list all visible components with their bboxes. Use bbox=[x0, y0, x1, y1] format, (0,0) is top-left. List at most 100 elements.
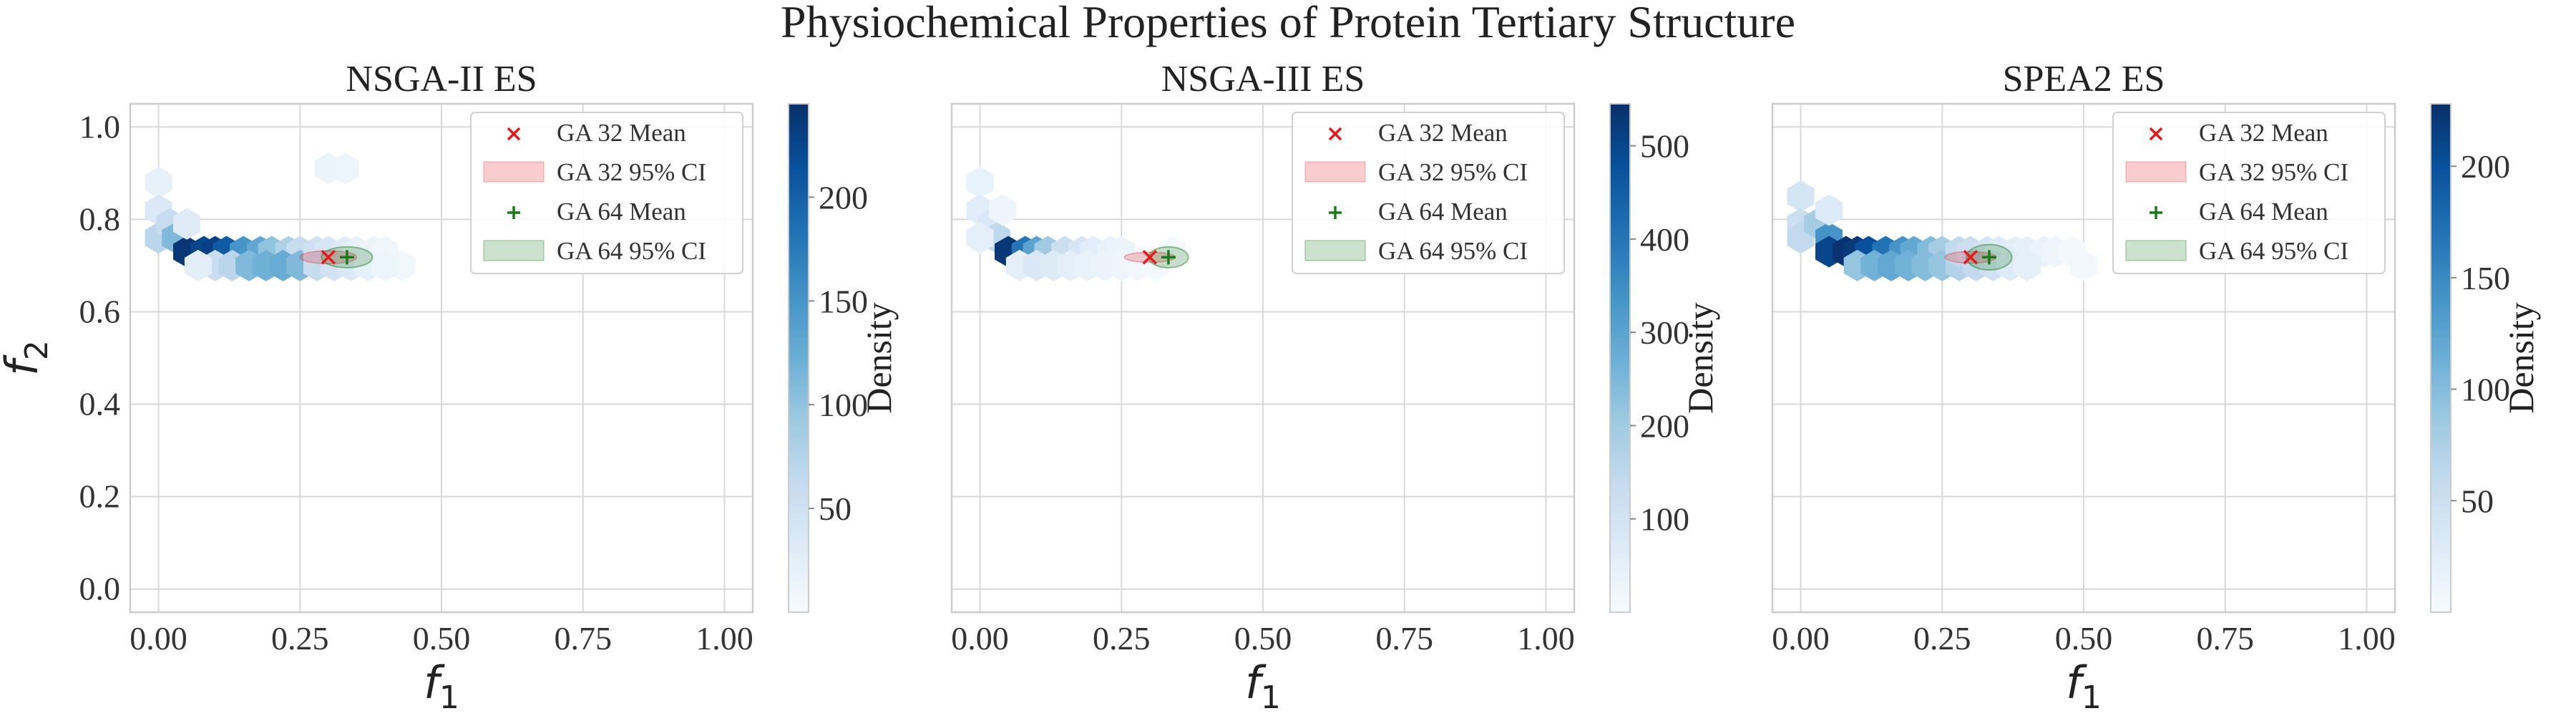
x-tick-label: 0.25 bbox=[1093, 620, 1151, 657]
colorbar-tick-label: 100 bbox=[1640, 501, 1689, 538]
hexbin-cell bbox=[371, 249, 399, 281]
axes-frame bbox=[129, 102, 754, 614]
legend-ga32-ci-symbol bbox=[2125, 161, 2187, 183]
legend: GA 32 Mean GA 32 95% CI GA 64 Mean GA 64 95… bbox=[1292, 112, 1565, 274]
x-stroke bbox=[1142, 250, 1158, 265]
y-tick-label: 0.2 bbox=[79, 478, 121, 515]
colorbar-tick-label: 100 bbox=[819, 387, 868, 423]
colorbar-label: Density bbox=[859, 302, 899, 414]
hexbin-cell bbox=[989, 194, 1017, 226]
axis-label-subscript: 1 bbox=[439, 679, 459, 716]
axes-frame bbox=[1771, 102, 2396, 614]
hexbin-cell bbox=[1158, 236, 1186, 268]
x-tick-label: 0.50 bbox=[2055, 620, 2113, 657]
legend: GA 32 Mean GA 32 95% CI GA 64 Mean GA 64 95… bbox=[2112, 112, 2386, 274]
hexbin-cell bbox=[1815, 194, 1843, 226]
legend-entry: GA 64 95% CI bbox=[557, 237, 706, 265]
colorbar-tick-label: 150 bbox=[819, 283, 868, 319]
panel-title: NSGA-III ES bbox=[1161, 59, 1365, 100]
panel-1: 0.00 0.25 0.50 0.75 1.00 0.0 0.2 0.4 0.6 0.8 1.0 NS… bbox=[0, 59, 899, 716]
colorbar: 50 100 150 200 Density bbox=[2430, 103, 2541, 613]
panel-title: SPEA2 ES bbox=[2003, 59, 2165, 100]
y-tick-label: 0.4 bbox=[79, 386, 121, 422]
colorbar-tick-label: 200 bbox=[819, 179, 868, 216]
hexbin-cell bbox=[2013, 249, 2041, 281]
colorbar-tick-label: 100 bbox=[2461, 372, 2510, 408]
x-stroke bbox=[507, 127, 521, 141]
colorbar-tick-label: 200 bbox=[2461, 148, 2510, 185]
x-tick-label: 1.00 bbox=[1517, 620, 1575, 657]
x-stroke bbox=[1328, 127, 1342, 141]
colorbar: 100 200 300 400 500 Density bbox=[1609, 103, 1720, 613]
hexbin-cell bbox=[2069, 249, 2098, 281]
legend-entry: GA 64 95% CI bbox=[1378, 237, 1528, 265]
colorbar-tick-label: 50 bbox=[2461, 483, 2494, 519]
legend-ga32-ci-symbol bbox=[1304, 161, 1366, 183]
colorbar-tick-label: 400 bbox=[1640, 221, 1689, 258]
legend-ga64-mean-symbol bbox=[507, 206, 520, 219]
x-stroke bbox=[2149, 127, 2163, 141]
legend-entry: GA 32 95% CI bbox=[1378, 158, 1528, 186]
legend-ga64-ci-symbol bbox=[1304, 240, 1366, 261]
x-stroke bbox=[321, 250, 336, 265]
axis-label-subscript: 1 bbox=[2082, 679, 2102, 716]
hexbin-layer bbox=[966, 166, 1186, 281]
x-tick-label: 0.00 bbox=[951, 620, 1009, 657]
colorbar: 50 100 150 200 Density bbox=[788, 103, 899, 613]
hexbin-cell bbox=[1787, 180, 1815, 213]
legend-ga32-ci-symbol bbox=[483, 161, 545, 183]
colorbar-label: Density bbox=[1680, 302, 1720, 414]
x-tick-label: 1.00 bbox=[2338, 620, 2396, 657]
hexbin-cell bbox=[173, 208, 201, 240]
ga32-mean-marker bbox=[1142, 250, 1158, 265]
legend-box bbox=[470, 112, 743, 274]
legend-entry: GA 32 Mean bbox=[1378, 119, 1508, 147]
legend-entry: GA 32 Mean bbox=[557, 119, 686, 147]
x-tick-label: 0.00 bbox=[130, 620, 187, 657]
x-tick-label: 0.75 bbox=[2196, 620, 2254, 657]
ga64-mean-marker bbox=[1981, 250, 1996, 265]
legend-entry: GA 64 Mean bbox=[1378, 198, 1508, 226]
figure-title: Physiochemical Properties of Protein Ter… bbox=[781, 0, 1795, 47]
colorbar-tick-label: 150 bbox=[2461, 260, 2510, 296]
ga32-mean-marker bbox=[321, 250, 336, 265]
legend-entry: GA 64 Mean bbox=[2199, 198, 2328, 226]
ga64-mean-marker bbox=[1161, 250, 1176, 265]
x-tick-label: 0.50 bbox=[1234, 620, 1292, 657]
legend: GA 32 Mean GA 32 95% CI GA 64 Mean GA 64 95… bbox=[470, 112, 743, 274]
y-axis-label: f2 bbox=[0, 340, 55, 376]
x-tick-label: 0.75 bbox=[554, 620, 612, 657]
legend-entry: GA 64 Mean bbox=[557, 198, 686, 226]
axis-label-subscript: 2 bbox=[19, 340, 55, 360]
hexbin-cell bbox=[966, 222, 994, 254]
x-axis-label: f1 bbox=[1245, 657, 1281, 716]
legend-box bbox=[2112, 112, 2386, 274]
colorbar-bar bbox=[1609, 103, 1631, 613]
colorbar-bar bbox=[2430, 103, 2451, 613]
legend-ga32-mean-symbol bbox=[507, 127, 521, 141]
panel-3: 0.00 0.25 0.50 0.75 1.00 SPEA2 ES f1 GA 32 Mean… bbox=[1771, 59, 2541, 716]
legend-ga64-ci-symbol bbox=[2125, 240, 2187, 261]
x-tick-label: 0.50 bbox=[413, 620, 471, 657]
legend-ga64-mean-symbol bbox=[1329, 206, 1342, 219]
panel-title: NSGA-II ES bbox=[346, 59, 537, 100]
colorbar-tick-label: 500 bbox=[1640, 128, 1689, 165]
axis-label-subscript: 1 bbox=[1261, 679, 1281, 716]
colorbar-tick-label: 300 bbox=[1640, 314, 1689, 351]
legend-entry: GA 32 95% CI bbox=[2199, 158, 2348, 186]
hexbin-cell bbox=[331, 153, 359, 185]
ga32-mean-marker bbox=[1963, 250, 1979, 265]
x-stroke bbox=[1963, 250, 1979, 265]
legend-ga32-mean-symbol bbox=[2149, 127, 2163, 141]
y-tick-label: 0.8 bbox=[79, 200, 121, 237]
ga64-mean-marker bbox=[339, 250, 354, 265]
colorbar-tick-label: 50 bbox=[819, 490, 852, 527]
legend-ga64-ci-symbol bbox=[483, 240, 545, 261]
x-tick-label: 0.00 bbox=[1772, 620, 1830, 657]
hexbin-cell bbox=[184, 249, 212, 281]
legend-entry: GA 32 95% CI bbox=[557, 158, 706, 186]
colorbar-label: Density bbox=[2501, 302, 2541, 414]
y-tick-label: 0.6 bbox=[79, 293, 121, 329]
colorbar-bar bbox=[788, 103, 809, 613]
